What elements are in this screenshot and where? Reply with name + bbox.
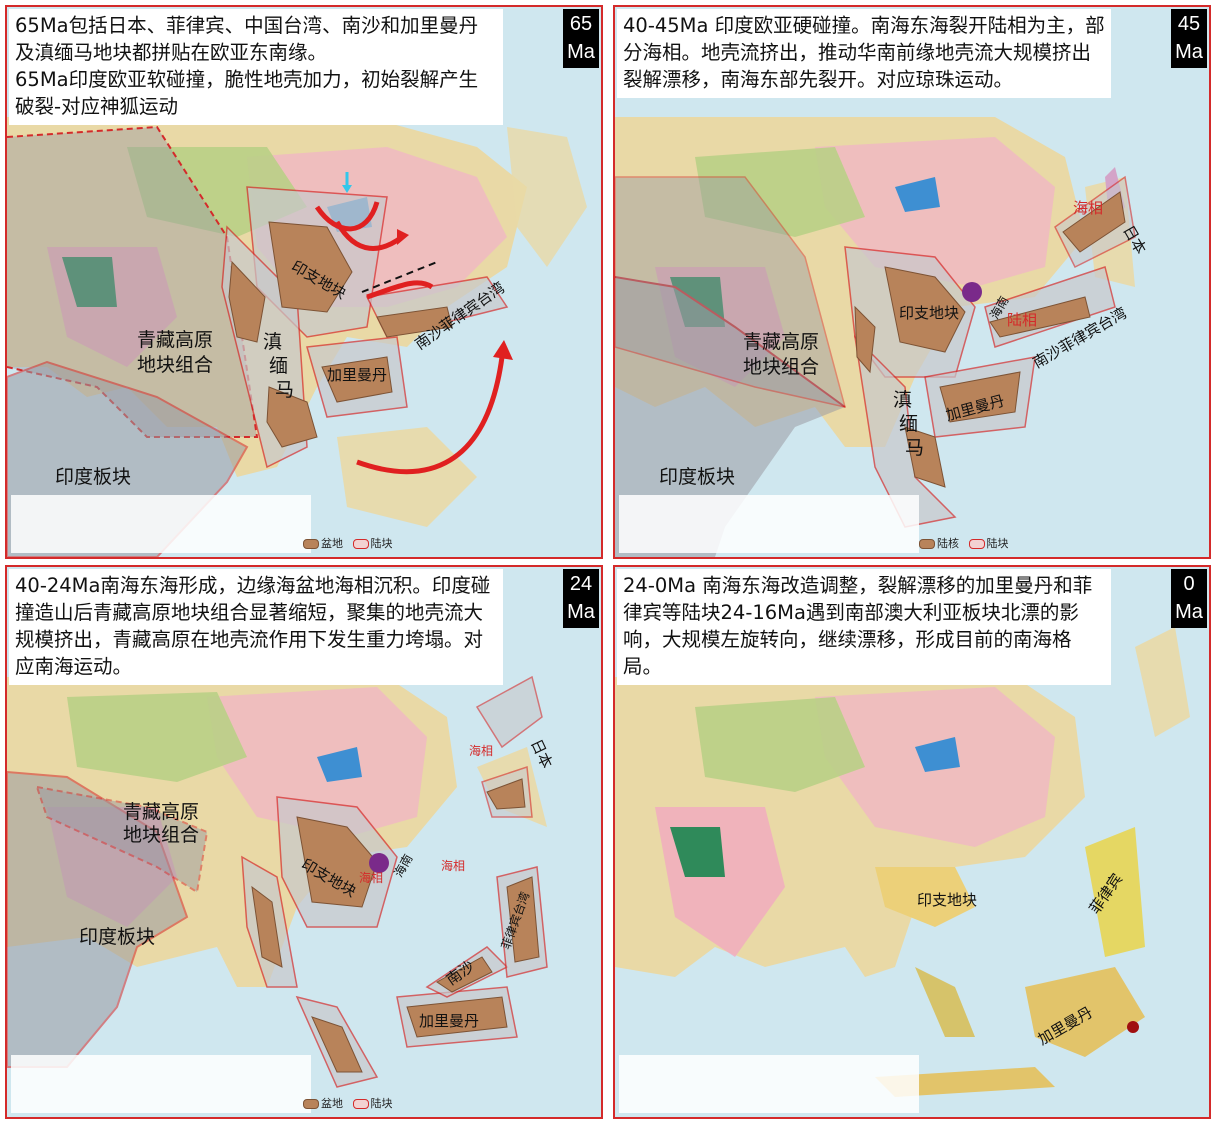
legend-key: 陆核 陆块 [913, 535, 1009, 551]
label-indochina: 印支地块 [899, 304, 960, 322]
label-indian-plate: 印度板块 [659, 466, 736, 488]
panel-caption: 65Ma包括日本、菲律宾、中国台湾、南沙和加里曼丹及滇缅马地块都拼贴在欧亚东南缘… [9, 9, 503, 125]
panel-caption: 24-0Ma 南海东海改造调整，裂解漂移的加里曼丹和菲律宾等陆块24-16Ma遇… [617, 569, 1111, 685]
age-unit: Ma [567, 601, 595, 623]
label-marine-1: 海相 [359, 871, 384, 885]
panel-24ma: 40-24Ma南海东海形成，边缘海盆地海相沉积。印度碰撞造山后青藏高原地块组合显… [5, 565, 603, 1119]
label-dianmian-3: 马 [905, 437, 925, 459]
label-indochina: 印支地块 [917, 891, 978, 909]
label-marine-2: 海相 [441, 859, 466, 873]
legend-basin: 盆地 [321, 537, 343, 550]
age-number: 45 [1177, 13, 1201, 35]
label-kalimantan: 加里曼丹 [327, 366, 388, 384]
basin-swatch-icon [303, 539, 319, 549]
age-badge: 65 Ma [563, 9, 599, 68]
label-dianmian-3: 马 [275, 379, 295, 401]
label-tibet: 青藏高原 [123, 801, 200, 823]
age-badge: 24 Ma [563, 569, 599, 628]
label-dianmian: 滇 [263, 331, 283, 353]
legend-block: 陆块 [370, 537, 393, 550]
map-legend [11, 1055, 311, 1113]
label-tibet-2: 地块组合 [137, 354, 214, 376]
panel-45ma: 40-45Ma 印度欧亚硬碰撞。南海东海裂开陆相为主，部分海相。地壳流挤出，推动… [613, 5, 1211, 559]
label-dianmian-2: 缅 [269, 355, 289, 377]
age-number: 65 [569, 13, 593, 35]
panel-caption: 40-24Ma南海东海形成，边缘海盆地海相沉积。印度碰撞造山后青藏高原地块组合显… [9, 569, 503, 685]
geologic-map-45ma [615, 7, 1209, 557]
basin-swatch-icon [919, 539, 935, 549]
label-marine: 海相 [1073, 199, 1104, 217]
label-tibet-2: 地块组合 [743, 356, 820, 378]
panel-0ma: 24-0Ma 南海东海改造调整，裂解漂移的加里曼丹和菲律宾等陆块24-16Ma遇… [613, 565, 1211, 1119]
legend-key: 盆地 陆块 [297, 1095, 393, 1111]
age-number: 0 [1183, 573, 1195, 595]
label-dianmian: 滇 [893, 389, 913, 411]
legend-key: 盆地 陆块 [297, 535, 393, 551]
age-number: 24 [569, 573, 593, 595]
label-indian-plate: 印度板块 [55, 466, 132, 488]
panel-caption: 40-45Ma 印度欧亚硬碰撞。南海东海裂开陆相为主，部分海相。地壳流挤出，推动… [617, 9, 1111, 98]
geologic-map-24ma [7, 567, 601, 1117]
legend-basin: 盆地 [321, 1097, 343, 1110]
basin-swatch-icon [303, 1099, 319, 1109]
label-continental: 陆相 [1007, 311, 1038, 329]
age-badge: 0 Ma [1171, 569, 1207, 628]
map-legend [619, 1055, 919, 1113]
legend-block: 陆块 [370, 1097, 393, 1110]
block-swatch-icon [968, 539, 985, 549]
age-badge: 45 Ma [1171, 9, 1207, 68]
age-unit: Ma [567, 41, 595, 63]
label-tibet-2: 地块组合 [123, 824, 200, 846]
label-tibet: 青藏高原 [137, 329, 214, 351]
panel-65ma: 65Ma包括日本、菲律宾、中国台湾、南沙和加里曼丹及滇缅马地块都拼贴在欧亚东南缘… [5, 5, 603, 559]
label-indian-plate: 印度板块 [79, 926, 156, 948]
block-swatch-icon [352, 539, 369, 549]
map-legend [619, 495, 919, 553]
age-unit: Ma [1175, 601, 1203, 623]
label-marine-3: 海相 [469, 744, 494, 758]
legend-block: 陆块 [986, 537, 1009, 550]
legend-basin: 陆核 [937, 537, 959, 550]
block-swatch-icon [352, 1099, 369, 1109]
label-kalimantan: 加里曼丹 [419, 1012, 480, 1030]
age-unit: Ma [1175, 41, 1203, 63]
map-legend [11, 495, 311, 553]
label-dianmian-2: 缅 [899, 413, 919, 435]
label-tibet: 青藏高原 [743, 331, 820, 353]
